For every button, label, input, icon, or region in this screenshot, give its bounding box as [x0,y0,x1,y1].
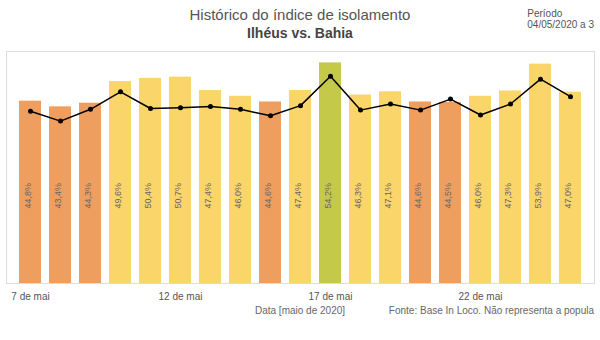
svg-text:50,4%: 50,4% [143,183,153,209]
svg-text:44,3%: 44,3% [83,183,93,209]
svg-text:46,0%: 46,0% [473,183,483,209]
svg-text:54,2%: 54,2% [323,183,333,209]
svg-text:44,5%: 44,5% [443,183,453,209]
html-text:Fonte: Base In Loco. Não repre: Fonte: Base In Loco. Não representa a po… [388,305,594,316]
svg-text:47,1%: 47,1% [383,183,393,209]
svg-text:47,4%: 47,4% [203,183,213,209]
svg-text:44,6%: 44,6% [263,183,273,209]
svg-text:22 de mai: 22 de mai [459,291,503,302]
html-text:Histórico do índice de isolame: Histórico do índice de isolamento [189,6,411,23]
svg-text:12 de mai: 12 de mai [159,291,203,302]
svg-text:47,3%: 47,3% [503,183,513,209]
svg-text:47,0%: 47,0% [563,183,573,209]
svg-text:50,7%: 50,7% [173,183,183,209]
svg-text:17 de mai: 17 de mai [309,291,353,302]
svg-text:53,9%: 53,9% [533,183,543,209]
html-text:04/05/2020 a 3: 04/05/2020 a 3 [527,19,594,30]
html-text:Período: Período [527,8,563,19]
svg-text:7 de mai: 7 de mai [11,291,49,302]
html-text:Data [maio de 2020]: Data [maio de 2020] [255,305,345,316]
svg-text:44,6%: 44,6% [413,183,423,209]
html-text:Ilhéus vs. Bahia: Ilhéus vs. Bahia [247,25,353,41]
svg-text:46,0%: 46,0% [233,183,243,209]
svg-text:44,8%: 44,8% [23,183,33,209]
svg-text:46,3%: 46,3% [353,183,363,209]
svg-text:43,4%: 43,4% [53,183,63,209]
svg-text:47,4%: 47,4% [293,183,303,209]
svg-text:49,6%: 49,6% [113,183,123,209]
